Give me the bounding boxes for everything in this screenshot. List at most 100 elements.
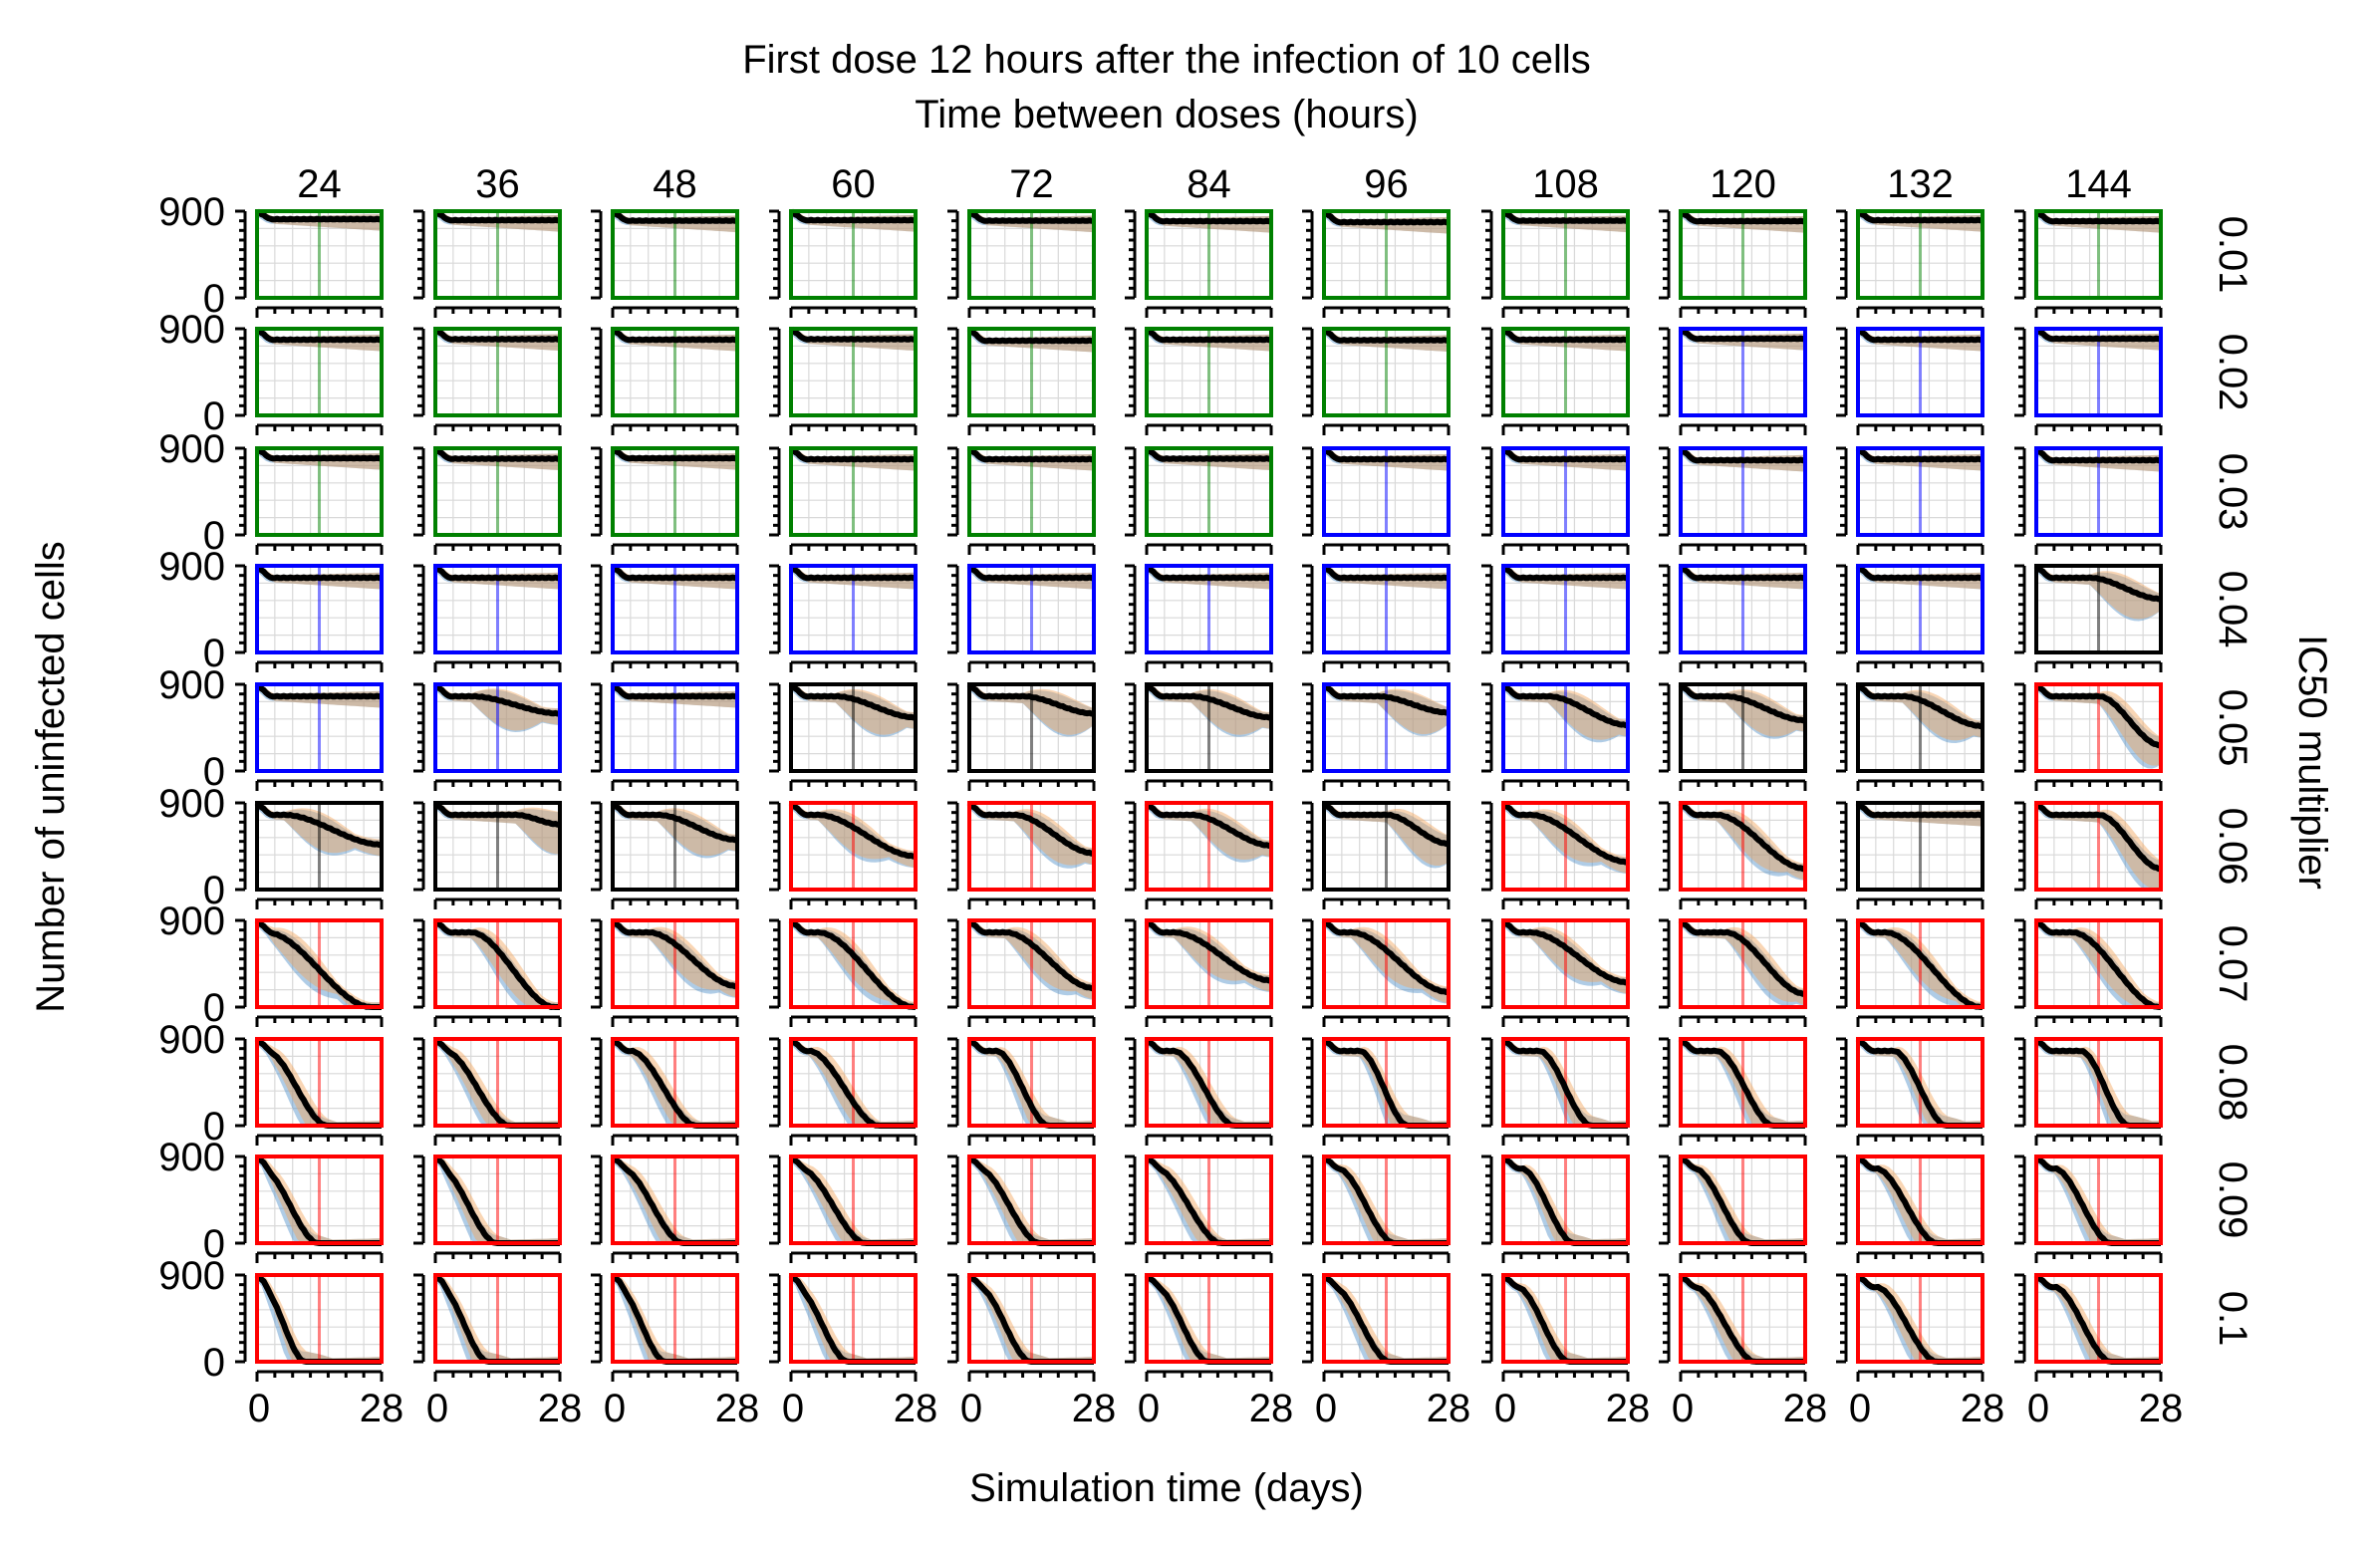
y-tick-label: 900 (158, 190, 225, 234)
panel-frame (1856, 682, 1984, 773)
mean-line (1144, 801, 1272, 850)
orange-band (1147, 1156, 1271, 1243)
row-axis-label: IC50 multiplier (2290, 635, 2334, 890)
panel-frame (1322, 327, 1451, 417)
panel-frame (1501, 801, 1630, 892)
panel-grid: 24 36 48 60 72 84 96 108 120 132 144 0.01 0.02 0.03 0.… (158, 162, 2254, 1430)
orange-band (435, 1039, 560, 1126)
panel-r6-c10 (2014, 918, 2163, 1027)
blue-band (1147, 1156, 1271, 1243)
column-header: 108 (1532, 162, 1599, 206)
mean-line (432, 564, 561, 582)
column-header: 24 (297, 162, 342, 206)
x-axis-label: Simulation time (days) (969, 1466, 1364, 1510)
mean-line (432, 682, 561, 717)
panel-r8-c9 (1836, 1155, 1984, 1263)
panel-r9-c6 (1302, 1273, 1451, 1382)
panel-frame (433, 209, 562, 300)
column-header: 120 (1710, 162, 1776, 206)
panel-r7-c7 (1481, 1037, 1630, 1146)
panel-frame (1501, 1273, 1630, 1364)
y-tick-label: 900 (158, 308, 225, 352)
panel-frame (2034, 1273, 2163, 1364)
column-header: 48 (653, 162, 697, 206)
mean-line (1144, 208, 1272, 225)
mean-line (788, 682, 917, 721)
row-label: 0.08 (2211, 1044, 2254, 1122)
x-tick-label: 0 (2027, 1387, 2049, 1430)
y-tick-label: 900 (158, 782, 225, 826)
mean-line (1321, 918, 1450, 996)
mean-line (254, 326, 383, 344)
panel-frame (1856, 327, 1984, 417)
panel-r3-c2 (591, 564, 739, 672)
x-tick-label: 0 (1315, 1387, 1337, 1430)
panel-frame (1322, 446, 1451, 537)
mean-line (788, 208, 917, 224)
panel-frame (2034, 209, 2163, 300)
panel-r9-c0 (235, 1273, 384, 1382)
panel-r4-c1 (413, 682, 562, 791)
panel-frame (1501, 682, 1630, 773)
mean-line (432, 918, 561, 1010)
panel-frame (967, 682, 1096, 773)
mean-line (1144, 682, 1272, 721)
mean-line (1500, 208, 1629, 224)
panel-frame (967, 1037, 1096, 1128)
panel-r1-c1 (413, 326, 562, 435)
panel-r0-c4 (947, 208, 1096, 318)
mean-line (1321, 326, 1450, 344)
panel-r2-c3 (769, 445, 918, 555)
panel-frame (2034, 1155, 2163, 1245)
panel-r7-c2 (591, 1037, 739, 1146)
mean-line (966, 208, 1095, 224)
panel-frame (2034, 564, 2163, 654)
panel-frame (2034, 1037, 2163, 1128)
panel-r9-c4 (947, 1273, 1096, 1382)
y-tick-label: 0 (203, 986, 225, 1030)
panel-r2-c2 (591, 445, 739, 555)
mean-line (1500, 682, 1629, 729)
mean-line (1500, 564, 1629, 582)
x-tick-label: 28 (1783, 1387, 1828, 1430)
panel-frame (1501, 564, 1630, 654)
panel-frame (1322, 1273, 1451, 1364)
x-tick-label: 0 (1138, 1387, 1160, 1430)
panel-frame (611, 1037, 739, 1128)
column-header: 132 (1887, 162, 1954, 206)
panel-r0-c8 (1659, 208, 1807, 318)
panel-frame (611, 1155, 739, 1245)
mean-line (1321, 445, 1450, 463)
panel-frame (1145, 327, 1273, 417)
panel-frame (967, 209, 1096, 300)
panel-frame (967, 801, 1096, 892)
panel-r3-c7 (1481, 564, 1630, 672)
x-tick-label: 28 (2139, 1387, 2184, 1430)
x-tick-label: 28 (1072, 1387, 1117, 1430)
panel-r6-c0 (235, 918, 384, 1027)
y-tick-label: 0 (203, 277, 225, 321)
mean-line (1678, 918, 1806, 997)
panel-r1-c7 (1481, 326, 1630, 435)
mean-line (255, 208, 383, 223)
panel-frame (433, 446, 562, 537)
panel-frame (1145, 564, 1273, 654)
blue-band (969, 1039, 1094, 1126)
panel-frame (789, 801, 918, 892)
panel-r5-c2 (591, 801, 739, 909)
orange-band (791, 1275, 916, 1362)
panel-r5-c0 (235, 801, 384, 909)
panel-frame (1856, 209, 1984, 300)
panel-r4-c10 (2014, 682, 2163, 791)
panel-r6-c6 (1302, 918, 1451, 1027)
panel-frame (1322, 682, 1451, 773)
panel-frame (611, 801, 739, 892)
panel-r8-c7 (1481, 1155, 1630, 1263)
mean-line (254, 801, 383, 849)
blue-band (435, 1156, 560, 1243)
orange-band (435, 1156, 560, 1243)
orange-band (1681, 1275, 1805, 1362)
panel-frame (789, 1155, 918, 1245)
panel-frame (255, 1037, 384, 1128)
